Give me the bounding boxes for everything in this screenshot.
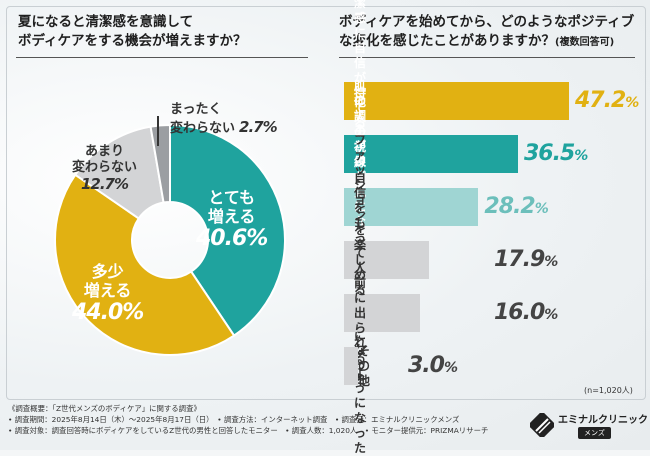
- bar: [344, 135, 518, 173]
- left-title-rule: [16, 57, 308, 58]
- bar-value-unit: %: [574, 148, 588, 164]
- right-question-line2: な変化を感じたことがありますか？: [339, 33, 555, 49]
- logo-name: エミナルクリニック: [558, 415, 648, 426]
- bar: [344, 347, 359, 385]
- slice-label-no-change: まったく 変わらない 2.7%: [170, 102, 278, 136]
- slice-label-text: 増える: [83, 281, 132, 301]
- logo-mark-icon: [530, 413, 554, 437]
- right-question-title: ボディケアを始めてから、どのようなポジティブ な変化を感じたことがありますか？(…: [339, 13, 639, 52]
- left-question-line2: ボディケアをする機会が増えますか？: [18, 33, 247, 49]
- bar: [344, 188, 479, 226]
- chart-frame: [6, 6, 646, 400]
- bar-value-label: 47.2%: [575, 88, 639, 113]
- survey-footer: 《調査概要：「Z世代メンズのボディケア」に関する調査》 • 調査期間：2025年…: [8, 403, 528, 436]
- footer-line: • 調査期間：2025年8月14日（木）〜2025年8月17日（日） • 調査方…: [8, 415, 460, 424]
- bar-value-label: 17.9%: [494, 247, 558, 272]
- bar-value-unit: %: [544, 254, 558, 270]
- donut-slice: [73, 125, 165, 220]
- slice-label-text: 多少: [91, 262, 124, 281]
- slice-label-text: 変わらない: [170, 120, 236, 136]
- donut-slice: [54, 173, 236, 356]
- bar-value-unit: %: [625, 95, 639, 111]
- footer-line: 《調査概要：「Z世代メンズのボディケア」に関する調査》: [8, 404, 201, 413]
- slice-label-text: とても: [208, 188, 256, 207]
- slice-value: 2.7%: [239, 117, 278, 136]
- donut-slice: [169, 123, 286, 337]
- bar-value-unit: %: [443, 360, 458, 376]
- slice-label-text: あまり: [85, 144, 125, 159]
- logo-sub: メンズ: [578, 427, 611, 439]
- bar: [344, 82, 569, 120]
- bar-label: その他: [358, 343, 371, 388]
- sample-size-note: (n=1,020人): [584, 386, 633, 395]
- bar: [344, 294, 421, 332]
- right-question-note: (複数回答可): [555, 37, 615, 48]
- bar-value-label: 3.0%: [408, 353, 458, 378]
- slice-label-text: 変わらない: [72, 159, 138, 175]
- leader-line: [157, 116, 159, 146]
- left-question-line1: 夏になると清潔感を意識して: [18, 14, 194, 30]
- slice-value: 44.0%: [72, 300, 144, 326]
- slice-label-very-increase: とても 増える 40.6%: [196, 188, 268, 253]
- slice-label-not-much-change: あまり 変わらない 12.7%: [72, 144, 137, 193]
- bar-value-label: 16.0%: [494, 300, 558, 325]
- right-question-line1: ボディケアを始めてから、どのようなポジティブ: [339, 14, 635, 30]
- left-question-title: 夏になると清潔感を意識して ボディケアをする機会が増えますか？: [18, 13, 308, 51]
- footer-line: • 調査対象：調査回答時にボディケアをしているZ世代の男性と回答したモニター •…: [8, 426, 489, 435]
- slice-value: 40.6%: [196, 226, 268, 252]
- slice-label-text: まったく: [170, 102, 222, 117]
- brand-logo: エミナルクリニック メンズ: [530, 409, 648, 443]
- bar-value-unit: %: [534, 201, 549, 217]
- slice-value: 12.7%: [80, 175, 129, 194]
- bar-value-label: 28.2%: [484, 194, 549, 219]
- slice-label-somewhat-increase: 多少 増える 44.0%: [72, 262, 144, 327]
- bar: [344, 241, 430, 279]
- bar-value-unit: %: [544, 307, 558, 323]
- right-title-rule: [339, 57, 635, 58]
- bar-label: 自信をもって人前に 出られるようになった: [354, 171, 367, 455]
- slice-label-text: 増える: [207, 207, 256, 227]
- bar-value-label: 36.5%: [523, 141, 588, 166]
